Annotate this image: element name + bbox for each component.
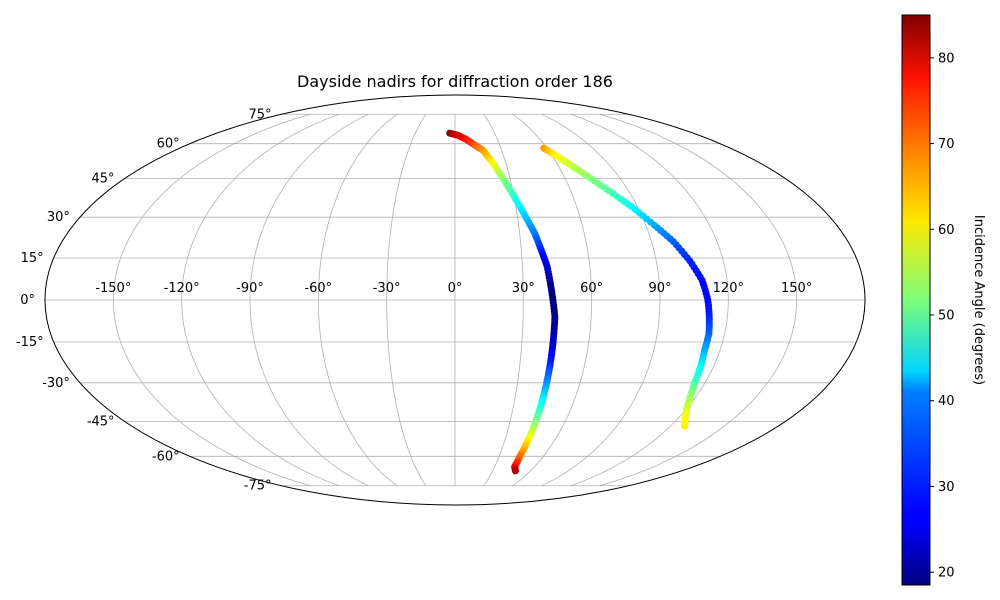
meridian-line xyxy=(599,113,798,487)
colorbar-tick-label: 30 xyxy=(938,480,955,495)
meridian-line xyxy=(512,113,593,487)
colorbar-tick-label: 50 xyxy=(938,309,955,324)
longitude-tick-label: 120° xyxy=(713,281,744,296)
longitude-tick-label: 150° xyxy=(781,281,812,296)
graticule-grid xyxy=(45,113,865,487)
colorbar-tick-label: 40 xyxy=(938,394,955,409)
longitude-tick-label: -120° xyxy=(164,281,200,296)
colorbar-tick-label: 70 xyxy=(938,137,955,152)
meridian-line xyxy=(249,113,369,487)
map-boundary xyxy=(44,94,866,506)
colorbar-tick-label: 60 xyxy=(938,223,955,238)
colorbar-ticks: 20 30 40 50 60 70 80 xyxy=(930,51,955,581)
meridian-line xyxy=(317,113,398,487)
latitude-tick-label: 15° xyxy=(21,251,44,266)
latitude-tick-label: -15° xyxy=(16,335,44,350)
track-1-point xyxy=(511,467,519,475)
colorbar-tick-label: 20 xyxy=(938,566,955,581)
longitude-tick-label: -150° xyxy=(95,281,131,296)
longitude-tick-labels: -150° -120° -90° -60° -30° 0° 30° 60° 90° 120° 150… xyxy=(95,281,812,296)
colorbar-label: Incidence Angle (degrees) xyxy=(971,215,986,385)
colorbar-tick-label: 80 xyxy=(938,51,955,66)
data-points xyxy=(446,129,713,475)
longitude-tick-label: 60° xyxy=(580,281,603,296)
colorbar xyxy=(901,14,931,586)
longitude-tick-label: 0° xyxy=(448,281,463,296)
longitude-tick-label: -90° xyxy=(236,281,264,296)
meridian-line xyxy=(570,113,729,487)
latitude-tick-label: 75° xyxy=(248,107,271,122)
longitude-tick-label: 90° xyxy=(648,281,671,296)
latitude-tick-label: 30° xyxy=(47,210,70,225)
latitude-tick-label: -45° xyxy=(87,414,115,429)
longitude-tick-label: -60° xyxy=(304,281,332,296)
latitude-tick-labels: -75° -60° -45° -30° -15° 0° 15° 30° 45° 60° 75° xyxy=(16,107,272,493)
meridian-line xyxy=(541,113,661,487)
meridian-line xyxy=(181,113,340,487)
longitude-tick-label: 30° xyxy=(512,281,535,296)
longitude-tick-label: -30° xyxy=(373,281,401,296)
meridian-line xyxy=(386,114,427,486)
latitude-tick-label: -75° xyxy=(244,479,272,494)
latitude-tick-label: -60° xyxy=(152,449,180,464)
chart-title: Dayside nadirs for diffraction order 186 xyxy=(297,72,613,91)
latitude-tick-label: -30° xyxy=(42,376,70,391)
latitude-tick-label: 45° xyxy=(92,172,115,187)
track-2-point xyxy=(681,422,689,430)
meridian-line xyxy=(112,113,311,487)
latitude-tick-label: 60° xyxy=(157,137,180,152)
meridian-line xyxy=(483,114,524,486)
latitude-tick-label: 0° xyxy=(20,293,35,308)
